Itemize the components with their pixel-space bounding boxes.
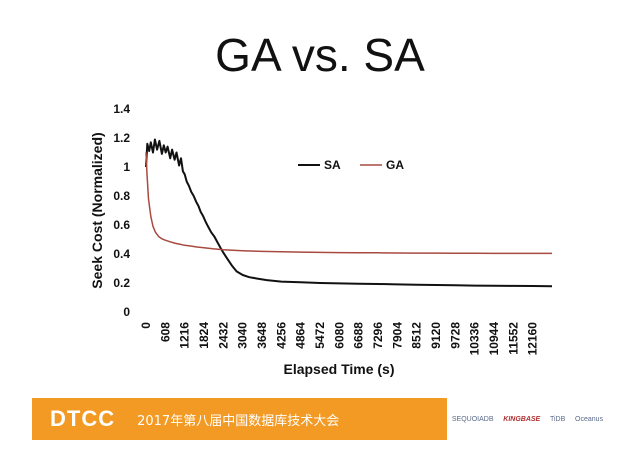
footer-band: DTCC 2017年第八届中国数据库技术大会 bbox=[32, 398, 447, 440]
x-tick-label: 9728 bbox=[448, 322, 462, 349]
x-tick-label: 10336 bbox=[468, 322, 482, 356]
x-tick-label: 608 bbox=[158, 322, 172, 342]
sponsor-logo: TiDB bbox=[549, 415, 566, 423]
series-line-sa bbox=[145, 138, 553, 288]
sponsor-logo: KINGBASE bbox=[503, 415, 541, 423]
legend-label-ga: GA bbox=[386, 158, 404, 172]
conference-name: 2017年第八届中国数据库技术大会 bbox=[137, 413, 340, 429]
y-tick-label: 1 bbox=[123, 160, 130, 174]
y-tick-label: 0.6 bbox=[113, 218, 130, 232]
x-tick-label: 4864 bbox=[294, 322, 308, 349]
x-tick-label: 6080 bbox=[332, 322, 346, 349]
x-tick-label: 10944 bbox=[487, 322, 501, 356]
x-tick-label: 3648 bbox=[255, 322, 269, 349]
x-tick-label: 5472 bbox=[313, 322, 327, 349]
x-tick-label: 9120 bbox=[429, 322, 443, 349]
x-tick-label: 0 bbox=[139, 322, 153, 329]
legend-label-sa: SA bbox=[324, 158, 341, 172]
x-tick-label: 3040 bbox=[236, 322, 250, 349]
x-tick-label: 7904 bbox=[390, 322, 404, 349]
y-tick-label: 1.4 bbox=[113, 102, 130, 116]
y-tick-label: 0 bbox=[123, 305, 130, 319]
x-tick-label: 7296 bbox=[371, 322, 385, 349]
sponsor-logo: SEQUOIADB bbox=[451, 415, 494, 423]
x-tick-label: 6688 bbox=[352, 322, 366, 349]
sponsor-logo: Oceanus bbox=[575, 415, 604, 423]
x-tick-label: 8512 bbox=[410, 322, 424, 349]
x-tick-label: 1824 bbox=[197, 322, 211, 349]
series-line-ga bbox=[145, 152, 552, 255]
line-chart: 0 0.2 0.4 0.6 0.8 1 1.2 1.4 0 608 1216 1824 2432 3040… bbox=[89, 102, 553, 377]
y-tick-label: 0.2 bbox=[113, 276, 130, 290]
x-tick-label: 4256 bbox=[274, 322, 288, 349]
x-tick-label: 12160 bbox=[526, 322, 540, 356]
y-tick-label: 1.2 bbox=[113, 131, 130, 145]
x-axis-label: Elapsed Time (s) bbox=[283, 361, 394, 377]
slide-title: GA vs. SA bbox=[215, 29, 425, 81]
x-tick-label: 11552 bbox=[506, 322, 520, 355]
x-tick-label: 2432 bbox=[216, 322, 230, 349]
x-tick-label: 1216 bbox=[178, 322, 192, 349]
y-tick-label: 0.4 bbox=[113, 247, 130, 261]
y-axis-label: Seek Cost (Normalized) bbox=[89, 132, 105, 288]
footer-banner: DTCC 2017年第八届中国数据库技术大会 SEQUOIADB KINGBAS… bbox=[32, 398, 608, 440]
conference-logo: DTCC bbox=[50, 406, 116, 431]
y-tick-label: 0.8 bbox=[113, 189, 130, 203]
sponsor-logos: SEQUOIADB KINGBASE TiDB Oceanus bbox=[447, 398, 608, 440]
